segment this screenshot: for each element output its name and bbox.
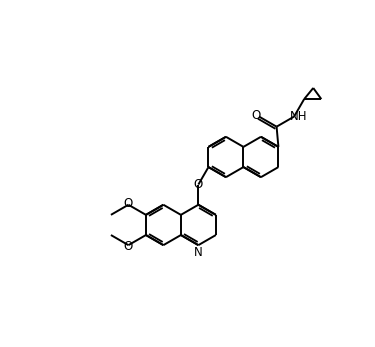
Text: O: O — [123, 197, 132, 210]
Text: O: O — [252, 109, 261, 122]
Text: N: N — [194, 246, 203, 259]
Text: NH: NH — [290, 110, 308, 123]
Text: O: O — [193, 178, 202, 192]
Text: O: O — [123, 240, 132, 253]
